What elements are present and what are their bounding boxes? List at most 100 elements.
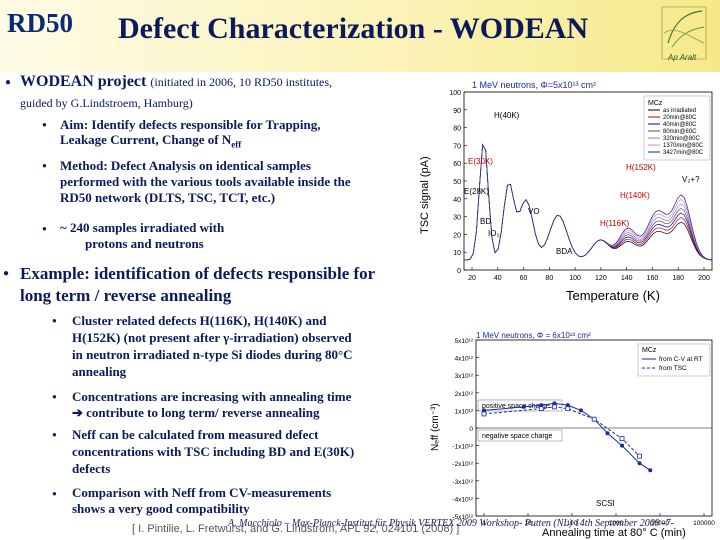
neff-point: [482, 408, 486, 413]
reference-citation: [ I. Pintilie, L. Fretwurst, and G. Lind…: [132, 523, 460, 535]
example-line1: Example: identification of defects respo…: [20, 264, 376, 283]
tsc-ytick-label: 20: [453, 232, 461, 239]
neff-ytick-label: 4x10¹²: [455, 356, 474, 363]
tsc-peak-labels: H(40K) E(30K) E(28K) IO₂ BD VO BDA H(152K) H(140…: [464, 111, 700, 256]
method-line: Method: Defect Analysis on identical sam…: [60, 158, 311, 173]
tsc-curve: [463, 143, 713, 261]
neff-plot-title: 1 MeV neutrons, Φ = 6x10¹³ cm²: [476, 331, 591, 340]
tsc-peak-label: H(116K): [600, 219, 630, 228]
tsc-ytick-label: 40: [453, 197, 461, 204]
tsc-xtick-label: 180: [672, 275, 684, 282]
tsc-ytick-label: 30: [453, 215, 461, 222]
wodean-note: (initiated in 2006, 10 RD50 institutes,: [150, 75, 333, 89]
tsc-plot: 1 MeV neutrons, Φ=5x10¹³ cm² TSC signal …: [416, 74, 718, 304]
bullet-dot: ●: [52, 430, 57, 439]
tsc-ytick-label: 0: [457, 268, 461, 275]
tsc-curve: [463, 143, 713, 261]
neff-xtick-label: 10: [524, 520, 532, 527]
neff-ytick-label: 5x10¹²: [455, 338, 474, 345]
tsc-peak-label: H(140K): [620, 191, 650, 200]
neff-ytick-label: -3x10¹²: [452, 479, 473, 486]
neff-ytick-label: -2x10¹²: [452, 461, 473, 468]
neff-point: [619, 436, 625, 441]
tsc-peak-label: BDA: [556, 247, 573, 256]
aim-label: Aim:: [60, 117, 89, 132]
neff-series: [481, 401, 653, 473]
neff-yticks: 5x10¹² 4x10¹² 3x10¹² 2x10¹² 1x10¹² 0 -1x10¹² -2…: [452, 338, 712, 521]
tsc-curve: [463, 143, 713, 261]
neff-point: [620, 443, 625, 448]
header-banner: RD50 Defect Characterization - WODEAN Ap…: [0, 0, 720, 72]
c1-l1: Cluster related defects H(116K), H(140K)…: [72, 313, 327, 328]
tsc-xtick-label: 140: [621, 275, 633, 282]
footer-text: A. Macchiolo – Max-Planck-Institut für P…: [228, 518, 674, 529]
neff-point: [565, 403, 570, 408]
tsc-ytick-label: 90: [453, 108, 461, 115]
c3-l1: Neff can be calculated from measured def…: [72, 427, 319, 442]
samples-line2: protons and neutrons: [85, 236, 204, 251]
neff-point: [521, 404, 526, 409]
c1-l3: in neutron irradiated n-type Si diodes d…: [72, 347, 353, 362]
aim-line2-text: Leakage Current, Change of N: [60, 132, 232, 147]
tsc-legend-title: MCz: [648, 100, 663, 107]
neff-legend-title: MCz: [642, 347, 657, 354]
method-text: Defect Analysis on identical samples: [110, 158, 311, 173]
tsc-peak-label: BD: [480, 217, 491, 226]
bullet-dot: ●: [42, 161, 47, 170]
tsc-legend: as irradiated20min@80C40min@80C80min@80C…: [648, 108, 704, 156]
neff-point: [552, 401, 557, 406]
tsc-curve: [463, 143, 713, 261]
c2-l2: ➔ contribute to long term/ reverse annea…: [72, 405, 320, 420]
neff-xtick-label: 10000: [651, 520, 669, 527]
c1-l2: H(152K) (not present after γ-irradiation…: [72, 330, 352, 345]
neff-point: [648, 468, 653, 473]
tsc-legend-label: 80min@80C: [663, 129, 697, 135]
neff-ylabel: Nₑff (cm⁻³): [430, 403, 441, 451]
tsc-plot-title: 1 MeV neutrons, Φ=5x10¹³ cm²: [472, 80, 596, 90]
tsc-yticks: 0 10 20 30 40 50 60 70 80 90 100: [449, 90, 467, 275]
tsc-legend-box: [643, 95, 711, 161]
neff-plot: 1 MeV neutrons, Φ = 6x10¹³ cm² Nₑff (cm⁻…: [416, 326, 718, 540]
neff-ytick-label: 3x10¹²: [455, 373, 474, 380]
neff-ytick-label: -1x10¹²: [452, 444, 473, 451]
tsc-legend-label: 40min@80C: [663, 122, 697, 128]
tsc-curve: [463, 143, 713, 261]
tsc-xtick-label: 200: [698, 275, 710, 282]
c4-l1: Comparison with Neff from CV-measurement…: [72, 485, 332, 500]
wodean-line2: guided by G.Lindstroem, Hamburg): [20, 96, 193, 110]
positive-region-label: positive space charge: [482, 403, 550, 410]
c4-l2: shows a very good compatibility: [72, 501, 250, 516]
rd50-brand: RD50: [7, 8, 73, 38]
example-line2: long term / reverse annealing: [20, 286, 232, 305]
tsc-xticks: 20 40 60 80 100 120 140 160 180 200: [468, 267, 710, 282]
neff-point: [605, 431, 610, 436]
tsc-legend-label: 3427min@80C: [663, 150, 704, 156]
c1-l4: annealing: [72, 364, 127, 379]
method-line3: RD50 network (DLTS, TSC, TCT, etc.): [60, 190, 276, 205]
c3-l2: concentrations with TSC including BD and…: [72, 444, 355, 459]
tsc-legend-label: as irradiated: [663, 108, 696, 114]
bullet-dot: ●: [42, 224, 47, 233]
neff-xlabel: Annealing time at 80° C (min): [542, 527, 686, 539]
neff-legend: from C-V at RT from TSC: [642, 356, 703, 372]
tsc-xlabel: Temperature (K): [566, 288, 660, 303]
neff-xticks: 1 10 100 1000 10000 100000: [482, 513, 715, 527]
svg-text:Ap Aralt: Ap Aralt: [667, 53, 697, 62]
tsc-xtick-label: 160: [647, 275, 659, 282]
neff-ytick-label: -4x10¹²: [452, 496, 473, 503]
bullet-dot: ●: [3, 268, 10, 279]
tsc-peak-label: H(152K): [626, 163, 656, 172]
neff-point: [578, 408, 583, 413]
tsc-peak-label: E(30K): [468, 157, 493, 166]
tsc-ytick-label: 60: [453, 161, 461, 168]
neff-point: [565, 406, 571, 412]
tsc-ytick-label: 10: [453, 250, 461, 257]
neff-point: [481, 411, 487, 417]
tsc-curve: [463, 143, 713, 261]
bullet-wodean: WODEAN project (initiated in 2006, 10 RD…: [20, 73, 332, 91]
scsi-label: SCSI: [596, 499, 615, 508]
neff-xtick-label: 100: [567, 520, 578, 527]
neff-point: [637, 461, 642, 466]
neff-legend-label: from C-V at RT: [659, 356, 703, 363]
tsc-xtick-label: 120: [595, 275, 607, 282]
